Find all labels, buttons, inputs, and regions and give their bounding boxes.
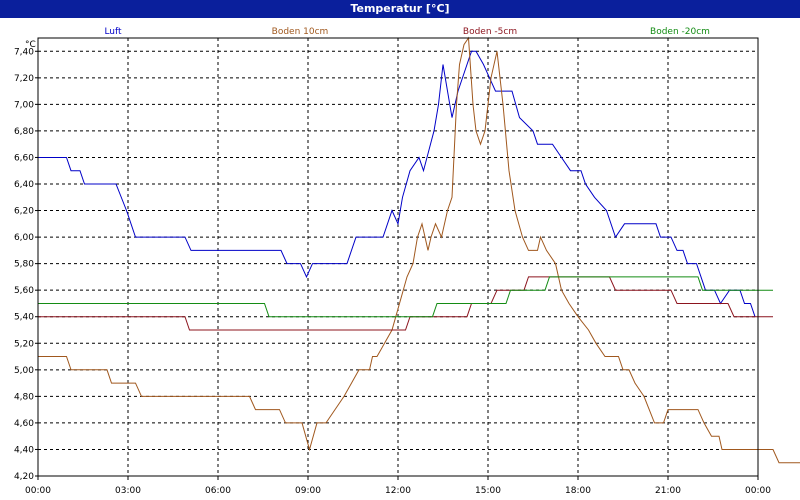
x-axis: 00:0006.01.1903:0006.01.1906:0006.01.190… bbox=[25, 476, 771, 496]
y-tick-label: 7,20 bbox=[14, 74, 34, 84]
y-tick-label: 6,40 bbox=[14, 180, 34, 190]
x-tick-time: 00:00 bbox=[25, 486, 51, 496]
y-tick-label: 5,20 bbox=[14, 339, 34, 349]
y-tick-label: 4,80 bbox=[14, 392, 34, 402]
series-line-boden-20cm bbox=[38, 276, 773, 318]
legend-item: Boden -5cm bbox=[463, 27, 517, 37]
x-tick-time: 12:00 bbox=[385, 486, 411, 496]
y-tick-label: 6,80 bbox=[14, 127, 34, 137]
x-tick-time: 21:00 bbox=[655, 486, 681, 496]
x-tick-time: 00:00 bbox=[745, 486, 771, 496]
x-tick-time: 03:00 bbox=[115, 486, 141, 496]
y-tick-label: 5,40 bbox=[14, 313, 34, 323]
y-tick-label: 6,60 bbox=[14, 153, 34, 163]
x-tick-time: 06:00 bbox=[205, 486, 231, 496]
y-tick-label: 4,60 bbox=[14, 419, 34, 429]
series-layer bbox=[38, 36, 800, 464]
y-tick-label: 5,00 bbox=[14, 366, 34, 376]
y-tick-label: 4,20 bbox=[14, 472, 34, 482]
legend-item: Luft bbox=[104, 27, 122, 37]
legend-item: Boden -20cm bbox=[650, 27, 710, 37]
series-line-boden-10cm bbox=[38, 36, 800, 464]
y-axis-unit: °C bbox=[25, 40, 36, 50]
y-tick-label: 6,20 bbox=[14, 207, 34, 217]
y-axis: 4,20 4,40 4,60 4,80 5,00 5,20 5,40 5,60 5,80 6,00… bbox=[14, 47, 38, 482]
y-tick-label: 5,80 bbox=[14, 260, 34, 270]
legend: Luft Boden 10cm Boden -5cm Boden -20cm bbox=[104, 27, 710, 37]
line-chart: 4,20 4,40 4,60 4,80 5,00 5,20 5,40 5,60 5,80 6,00… bbox=[14, 27, 800, 496]
legend-item: Boden 10cm bbox=[272, 27, 329, 37]
series-line-luft bbox=[38, 50, 756, 317]
x-tick-time: 18:00 bbox=[565, 486, 591, 496]
y-tick-label: 7,40 bbox=[14, 47, 34, 57]
y-tick-label: 6,00 bbox=[14, 233, 34, 243]
y-tick-label: 5,60 bbox=[14, 286, 34, 296]
y-tick-label: 4,40 bbox=[14, 445, 34, 455]
x-tick-time: 15:00 bbox=[475, 486, 501, 496]
chart-title: Temperatur [°C] bbox=[0, 0, 800, 18]
x-tick-time: 09:00 bbox=[295, 486, 321, 496]
y-tick-label: 7,00 bbox=[14, 100, 34, 110]
